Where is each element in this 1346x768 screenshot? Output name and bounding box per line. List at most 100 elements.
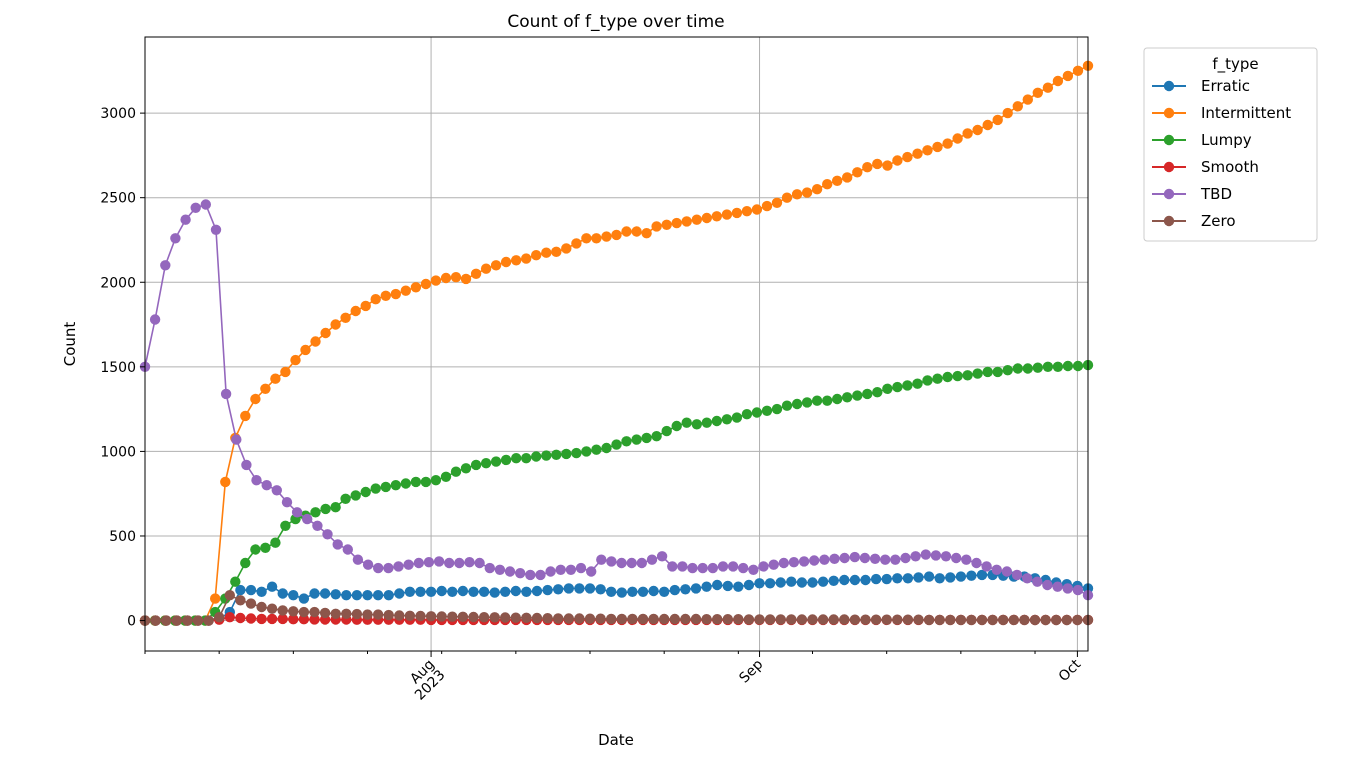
data-point bbox=[341, 590, 352, 601]
data-point bbox=[976, 569, 988, 581]
data-point bbox=[256, 613, 267, 625]
data-point bbox=[531, 612, 543, 624]
data-point bbox=[712, 614, 723, 625]
data-point bbox=[1062, 583, 1073, 594]
data-point bbox=[798, 556, 810, 567]
data-point bbox=[862, 162, 873, 173]
data-point bbox=[738, 562, 749, 574]
data-point bbox=[400, 478, 411, 489]
data-point bbox=[786, 614, 797, 625]
data-point bbox=[360, 300, 371, 312]
data-point bbox=[171, 615, 182, 626]
data-point bbox=[170, 233, 181, 244]
data-point bbox=[733, 581, 744, 592]
data-point bbox=[961, 554, 972, 565]
data-point bbox=[474, 557, 485, 569]
data-point bbox=[971, 557, 982, 569]
data-point bbox=[214, 612, 225, 623]
data-point bbox=[1011, 569, 1023, 581]
data-point bbox=[280, 366, 291, 378]
data-point bbox=[230, 576, 241, 587]
data-point bbox=[460, 463, 472, 474]
data-point bbox=[648, 613, 659, 625]
data-point bbox=[987, 614, 998, 626]
data-point bbox=[748, 564, 759, 575]
x-axis: Aug2023 Sep Oct bbox=[144, 651, 1085, 704]
x-tick-label: Oct bbox=[1056, 656, 1085, 685]
data-point bbox=[1002, 365, 1013, 376]
data-point bbox=[1052, 361, 1064, 372]
data-point bbox=[1042, 361, 1054, 372]
data-point bbox=[500, 612, 511, 623]
data-point bbox=[801, 187, 813, 198]
series-line bbox=[145, 65, 1089, 622]
data-point bbox=[966, 614, 977, 626]
data-point bbox=[1061, 614, 1073, 626]
chart-title: Count of f_type over time bbox=[507, 12, 724, 32]
data-point bbox=[817, 576, 829, 587]
data-point bbox=[350, 490, 361, 501]
data-point bbox=[912, 378, 923, 389]
data-point bbox=[626, 557, 637, 569]
data-point bbox=[266, 603, 278, 614]
data-point bbox=[966, 570, 977, 581]
data-point bbox=[1032, 576, 1043, 587]
data-point bbox=[390, 288, 401, 300]
data-point bbox=[240, 410, 251, 422]
data-point bbox=[646, 554, 658, 565]
data-point bbox=[393, 561, 404, 572]
data-point bbox=[743, 579, 755, 591]
data-point bbox=[651, 221, 662, 232]
data-point bbox=[910, 551, 921, 562]
data-point bbox=[290, 354, 301, 366]
data-point bbox=[360, 486, 371, 498]
legend-swatch-marker bbox=[1163, 215, 1175, 227]
data-point bbox=[1051, 614, 1062, 626]
data-point bbox=[340, 493, 351, 504]
data-point bbox=[288, 606, 299, 617]
data-point bbox=[555, 564, 566, 575]
data-point bbox=[468, 611, 479, 623]
data-point bbox=[584, 613, 596, 624]
data-point bbox=[521, 612, 532, 623]
data-point bbox=[160, 260, 171, 271]
data-point bbox=[250, 544, 261, 555]
data-point bbox=[235, 612, 246, 624]
data-point bbox=[545, 566, 556, 577]
data-point bbox=[651, 431, 662, 442]
data-point bbox=[881, 573, 892, 585]
data-point bbox=[1040, 614, 1051, 626]
data-point bbox=[464, 557, 475, 568]
data-point bbox=[721, 209, 733, 220]
data-point bbox=[807, 577, 818, 588]
data-point bbox=[224, 612, 235, 623]
legend-box bbox=[1143, 47, 1318, 242]
data-point bbox=[1032, 87, 1044, 99]
data-point bbox=[786, 576, 797, 587]
data-point bbox=[525, 569, 536, 581]
data-point bbox=[972, 368, 983, 379]
data-point bbox=[955, 614, 967, 626]
data-point bbox=[541, 247, 552, 258]
data-point bbox=[440, 471, 452, 482]
data-point bbox=[190, 202, 201, 213]
data-point bbox=[912, 148, 923, 159]
data-point bbox=[309, 606, 320, 618]
data-point bbox=[828, 575, 839, 586]
data-point bbox=[383, 590, 394, 601]
data-point bbox=[952, 370, 963, 382]
data-point bbox=[754, 614, 765, 625]
data-point bbox=[563, 613, 574, 624]
data-point bbox=[489, 612, 500, 623]
data-point bbox=[890, 554, 901, 565]
data-point bbox=[433, 556, 445, 567]
data-point bbox=[754, 578, 765, 589]
data-point bbox=[309, 614, 320, 625]
data-point bbox=[741, 206, 753, 217]
data-point bbox=[902, 614, 914, 625]
data-point bbox=[341, 608, 352, 619]
data-point bbox=[553, 613, 564, 624]
data-point bbox=[731, 207, 743, 219]
data-point bbox=[902, 380, 913, 391]
